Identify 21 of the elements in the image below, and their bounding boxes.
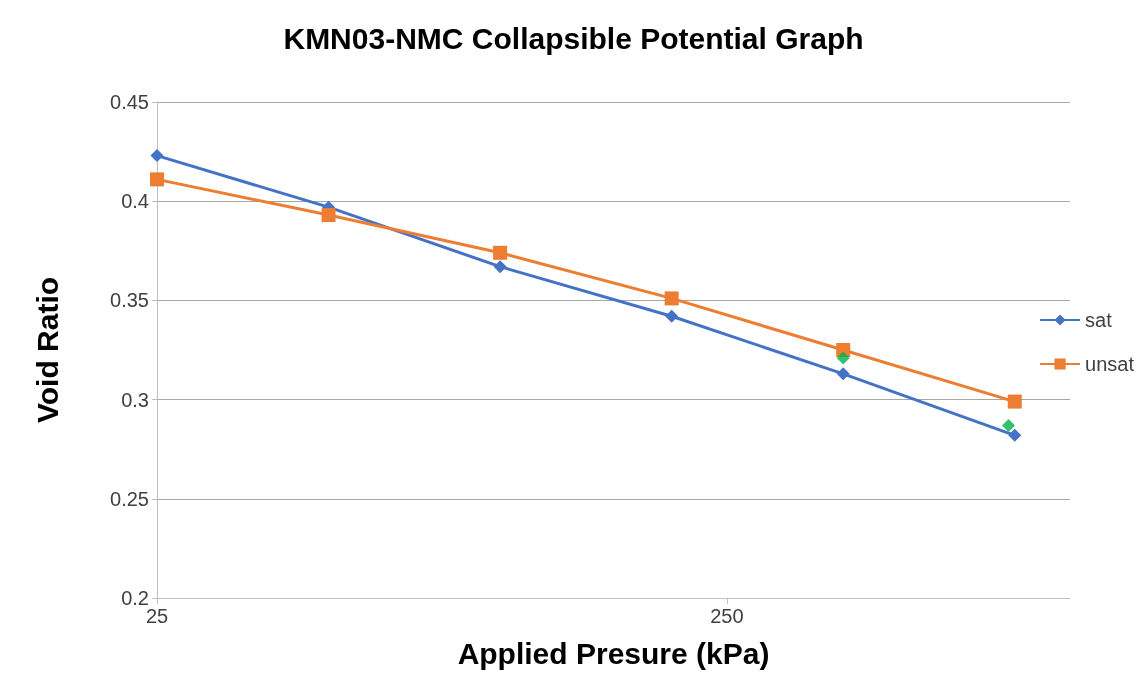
point — [1008, 428, 1022, 442]
point — [665, 309, 679, 323]
y-tick-label: 0.3 — [121, 388, 149, 411]
point — [321, 208, 336, 223]
point — [150, 149, 164, 163]
point — [493, 245, 508, 260]
y-tick-label: 0.4 — [121, 190, 149, 213]
chart-title: KMN03-NMC Collapsible Potential Graph — [283, 21, 864, 55]
point — [150, 172, 164, 187]
point — [1007, 394, 1022, 409]
legend-label: unsat — [1085, 353, 1135, 375]
point — [493, 260, 507, 274]
legend-label: sat — [1085, 309, 1113, 331]
x-tick-label: 250 — [710, 605, 744, 627]
point — [836, 367, 850, 381]
y-tick-label: 0.25 — [110, 487, 149, 510]
point — [664, 291, 679, 306]
y-tick-label: 0.35 — [110, 289, 149, 312]
x-axis-title: Applied Presure (kPa) — [457, 636, 770, 670]
y-tick-label: 0.45 — [110, 91, 149, 113]
y-axis-title: Void Ratio — [30, 276, 64, 424]
